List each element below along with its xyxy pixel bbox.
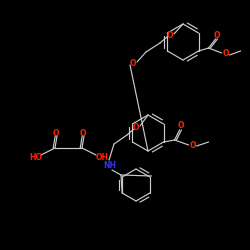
Text: O: O bbox=[189, 142, 196, 150]
Text: O: O bbox=[130, 60, 136, 68]
Text: O: O bbox=[177, 122, 184, 130]
Text: HO: HO bbox=[30, 152, 43, 162]
Text: O: O bbox=[222, 50, 229, 58]
Text: O: O bbox=[167, 32, 173, 40]
Text: O: O bbox=[80, 128, 86, 138]
Text: O: O bbox=[53, 128, 59, 138]
Text: NH: NH bbox=[104, 160, 117, 170]
Text: OH: OH bbox=[96, 152, 108, 162]
Text: O: O bbox=[133, 124, 139, 132]
Text: O: O bbox=[213, 32, 220, 40]
